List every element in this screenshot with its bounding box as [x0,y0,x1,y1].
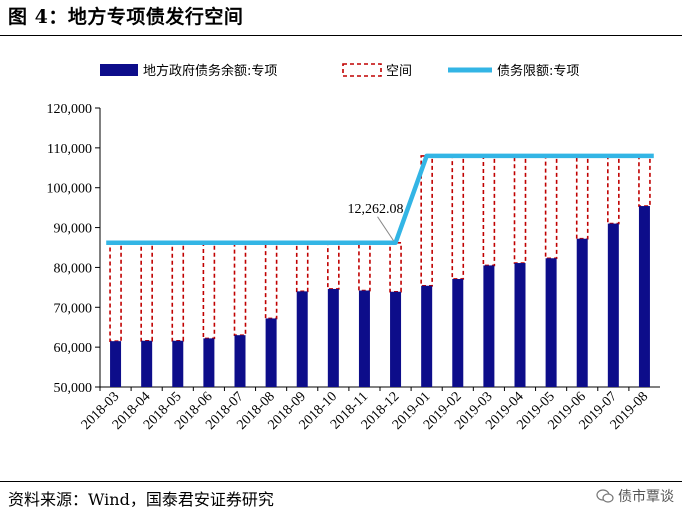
bar [296,291,308,387]
space-box [513,155,527,264]
limit-line [106,153,654,246]
y-tick-label: 110,000 [47,142,92,157]
space-box [140,241,153,342]
space-box [420,155,433,287]
watermark-text: 债市覃谈 [618,489,674,505]
y-tick-label: 60,000 [54,341,93,356]
bar [483,265,495,387]
y-tick-label: 120,000 [47,102,93,117]
bar [576,238,588,387]
legend: 地方政府债务余额:专项 空间 债务限额:专项 [100,63,579,79]
annotation-label: 12,262.08 [348,202,404,217]
figure-title: 图 4：地方专项债发行空间 [8,6,244,28]
legend-swatch-space [342,63,382,77]
axes: 50,000 60,000 70,000 80,000 90,000 100,000 110… [47,102,660,433]
bar [172,340,184,387]
space-box [575,155,589,240]
bar [110,341,122,387]
y-tick-label: 80,000 [54,261,93,276]
wechat-icon [596,489,614,503]
bottom-rule [0,481,682,482]
space-box [358,241,371,292]
bar [327,288,339,387]
bar [203,338,215,387]
bars [110,206,650,387]
y-tick-label: 90,000 [54,222,93,237]
limit-series-line [106,153,654,246]
legend-label-limit: 债务限额:专项 [497,63,579,79]
y-tick-label: 50,000 [54,381,93,396]
source-note: 资料来源：Wind，国泰君安证券研究 [8,490,274,509]
space-box [109,241,122,342]
space-box [389,241,402,293]
annotation: 12,262.08 [348,202,404,242]
bar [514,263,526,387]
y-tick-label: 70,000 [54,301,93,316]
space-box [264,241,278,320]
space-box [544,155,558,260]
bar [390,291,402,387]
space-box [295,241,309,293]
annotation-leader [377,216,394,242]
bar [358,290,370,387]
bar [638,206,650,387]
space-box [233,241,247,336]
space-box [638,155,651,207]
space-box [202,241,216,340]
space-box [171,241,185,342]
space-box [607,155,620,225]
space-box [482,155,496,267]
bar [545,258,557,387]
legend-label-space: 空间 [386,64,412,79]
space-box [451,155,465,280]
y-tick-label: 100,000 [47,182,93,197]
legend-swatch-balance [100,64,138,76]
top-rule [0,35,682,36]
space-boxes [109,155,651,342]
bar [421,285,433,387]
bar [452,278,464,387]
bar [234,335,246,387]
bar [141,340,153,387]
legend-label-balance: 地方政府债务余额:专项 [143,63,277,79]
watermark: 债市覃谈 [596,486,674,506]
bar [607,223,619,387]
bar [265,318,277,387]
chart: 地方政府债务余额:专项 空间 债务限额:专项 50,000 60,000 70,000 8… [47,63,660,433]
space-box [327,241,340,290]
